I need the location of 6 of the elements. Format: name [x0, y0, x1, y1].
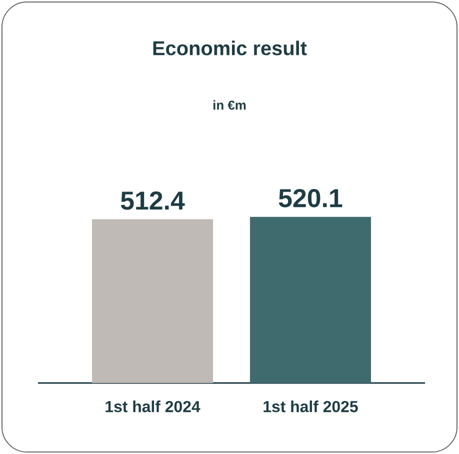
x-tick-label: 1st half 2025 — [264, 400, 358, 412]
data-label: 520.1 — [278, 188, 342, 208]
x-tick-label: 1st half 2024 — [106, 400, 200, 412]
chart-subtitle: in €m — [213, 100, 246, 110]
chart-title: Economic result — [153, 40, 307, 56]
data-label: 512.4 — [120, 191, 185, 210]
